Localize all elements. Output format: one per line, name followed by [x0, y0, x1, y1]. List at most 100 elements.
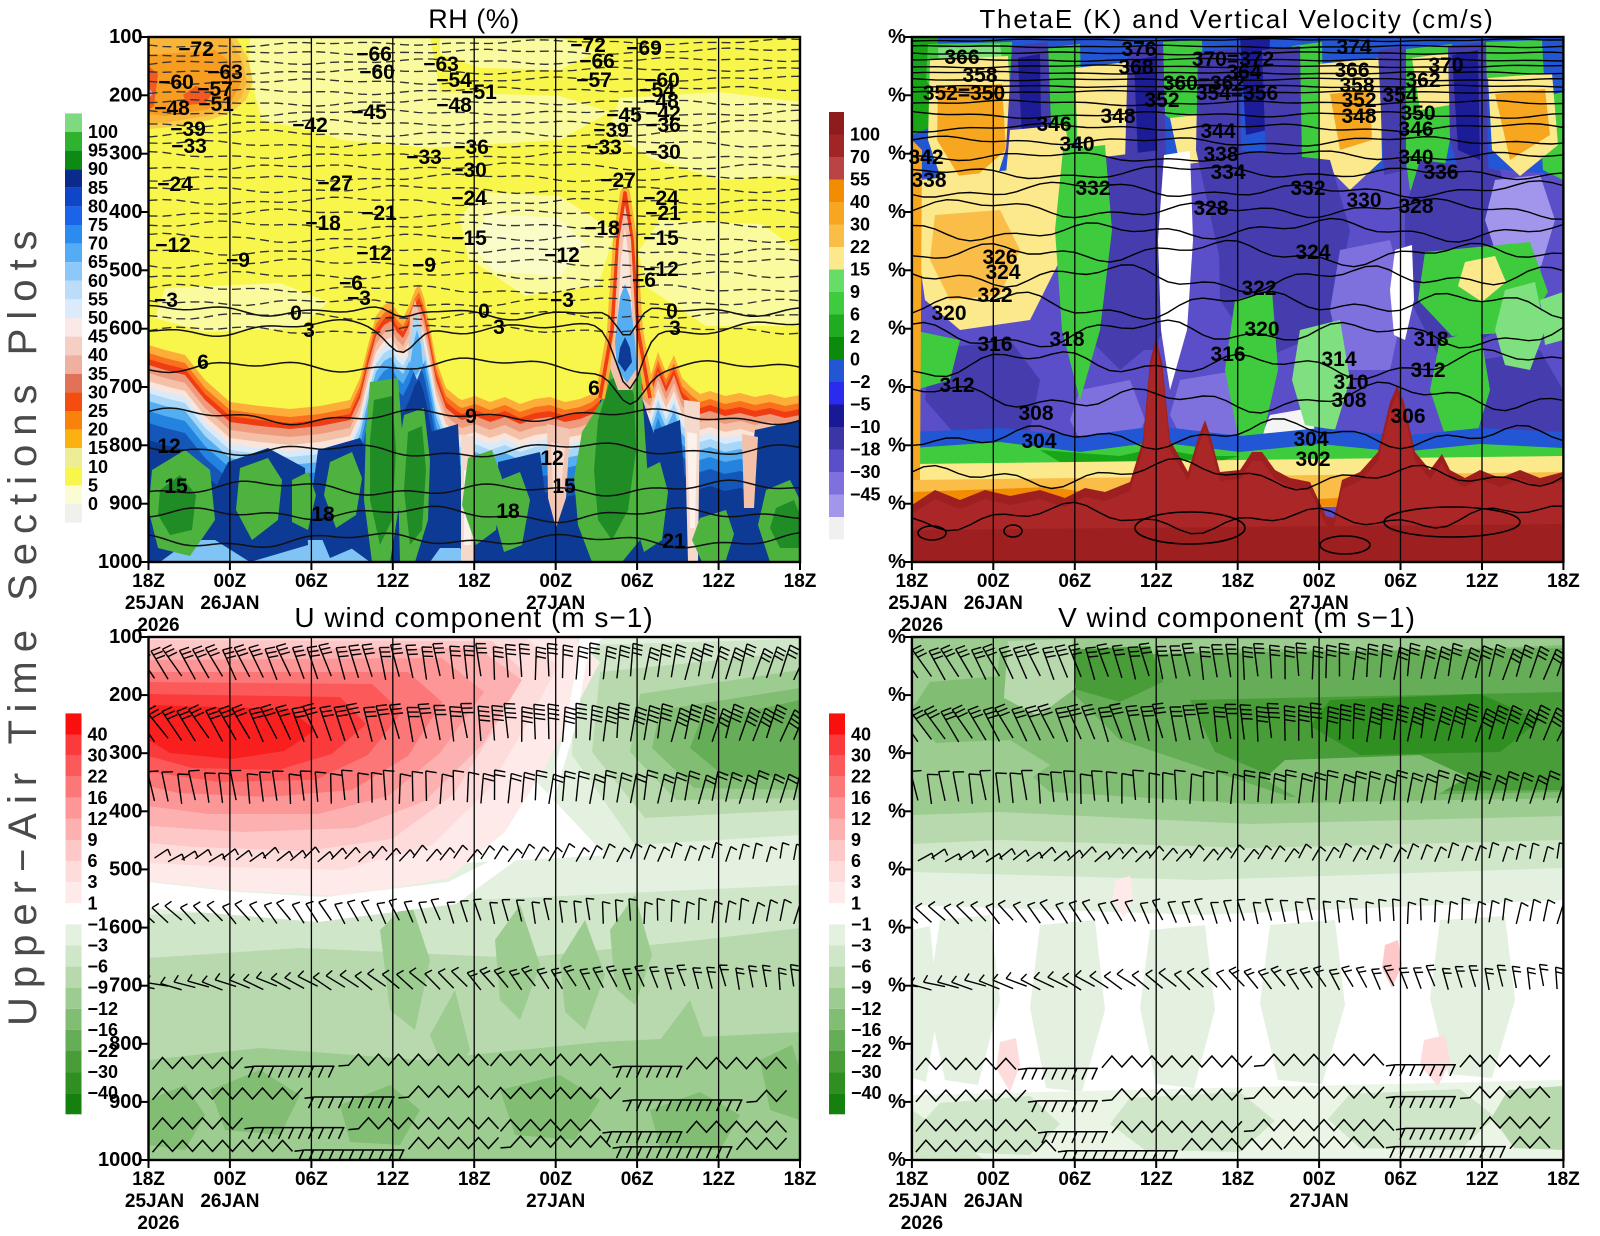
svg-text:3: 3 [851, 872, 861, 892]
svg-text:12: 12 [851, 809, 871, 829]
svg-text:55: 55 [88, 289, 108, 309]
svg-text:80: 80 [88, 196, 108, 216]
svg-text:25: 25 [88, 401, 108, 421]
svg-text:18: 18 [496, 500, 520, 523]
svg-text:22: 22 [850, 237, 870, 257]
svg-text:12Z: 12Z [1140, 1169, 1173, 1190]
svg-text:40: 40 [850, 192, 870, 212]
svg-text:45: 45 [88, 327, 108, 347]
svg-text:−45: −45 [850, 485, 881, 505]
svg-text:−45: −45 [606, 104, 642, 127]
svg-text:12: 12 [157, 435, 180, 458]
svg-text:312: 312 [1410, 359, 1445, 382]
svg-text:27JAN: 27JAN [526, 593, 585, 614]
svg-text:%: % [888, 259, 906, 281]
svg-text:0: 0 [666, 300, 678, 323]
svg-text:302: 302 [1295, 448, 1330, 471]
svg-text:348: 348 [1100, 105, 1135, 128]
svg-text:200: 200 [109, 684, 142, 706]
svg-text:%: % [888, 684, 906, 706]
svg-text:3: 3 [669, 317, 681, 340]
svg-text:27JAN: 27JAN [1290, 593, 1349, 614]
svg-text:85: 85 [88, 178, 108, 198]
svg-text:40: 40 [88, 725, 108, 745]
svg-text:2026: 2026 [137, 1213, 179, 1234]
svg-text:75: 75 [88, 215, 108, 235]
svg-text:−51: −51 [461, 81, 497, 104]
svg-text:2: 2 [850, 327, 860, 347]
svg-text:27JAN: 27JAN [1290, 1191, 1349, 1212]
svg-text:−39: −39 [170, 118, 206, 141]
svg-text:318: 318 [1049, 328, 1084, 351]
svg-text:30: 30 [88, 382, 108, 402]
svg-text:00Z: 00Z [1303, 1169, 1336, 1190]
svg-text:−5: −5 [850, 395, 871, 415]
svg-text:06Z: 06Z [1384, 571, 1417, 592]
svg-text:−10: −10 [850, 417, 881, 437]
svg-text:%: % [888, 742, 906, 764]
svg-text:354=356: 354=356 [1196, 82, 1278, 105]
svg-text:−30: −30 [851, 1062, 882, 1082]
svg-text:−54: −54 [436, 69, 472, 92]
svg-text:12: 12 [540, 447, 563, 470]
svg-text:−24: −24 [451, 187, 487, 210]
svg-text:00Z: 00Z [539, 1169, 572, 1190]
svg-text:−16: −16 [88, 1020, 119, 1040]
svg-text:6: 6 [850, 305, 860, 325]
svg-text:65: 65 [88, 252, 108, 272]
svg-text:70: 70 [850, 147, 870, 167]
svg-text:25JAN: 25JAN [888, 593, 947, 614]
svg-text:−18: −18 [305, 212, 341, 235]
svg-text:12Z: 12Z [376, 571, 409, 592]
svg-text:%: % [888, 26, 906, 48]
svg-text:%: % [888, 1149, 906, 1171]
svg-text:100: 100 [850, 125, 880, 145]
svg-text:16: 16 [851, 788, 871, 808]
svg-text:−21: −21 [361, 202, 397, 225]
svg-text:1: 1 [851, 893, 861, 913]
svg-text:6: 6 [88, 851, 98, 871]
svg-text:−48: −48 [154, 97, 190, 120]
svg-text:−9: −9 [88, 978, 109, 998]
svg-text:70: 70 [88, 234, 108, 254]
svg-text:−42: −42 [645, 102, 681, 125]
svg-text:10: 10 [88, 457, 108, 477]
svg-text:−24: −24 [157, 173, 193, 196]
svg-text:25JAN: 25JAN [125, 1191, 184, 1212]
svg-text:00Z: 00Z [977, 1169, 1010, 1190]
svg-text:6: 6 [588, 377, 600, 400]
svg-text:−3: −3 [154, 289, 178, 312]
svg-text:18Z: 18Z [784, 1169, 817, 1190]
svg-text:334: 334 [1210, 161, 1245, 184]
svg-text:3: 3 [493, 316, 505, 339]
svg-text:%: % [888, 551, 906, 573]
svg-text:352=350: 352=350 [923, 82, 1005, 105]
svg-text:300: 300 [109, 143, 142, 165]
svg-text:%: % [888, 376, 906, 398]
svg-text:−12: −12 [88, 999, 119, 1019]
svg-text:376: 376 [1121, 38, 1156, 61]
svg-text:60: 60 [88, 271, 108, 291]
svg-text:95: 95 [88, 141, 108, 161]
svg-text:06Z: 06Z [1384, 1169, 1417, 1190]
svg-text:300: 300 [109, 742, 142, 764]
svg-text:−22: −22 [851, 1041, 882, 1061]
svg-text:304: 304 [1021, 430, 1056, 453]
svg-text:06Z: 06Z [1058, 571, 1091, 592]
svg-text:−21: −21 [645, 202, 681, 225]
svg-text:346: 346 [1398, 118, 1433, 141]
svg-text:316: 316 [977, 333, 1012, 356]
svg-text:−30: −30 [451, 159, 487, 182]
svg-text:350: 350 [1400, 102, 1435, 125]
svg-text:308: 308 [1018, 402, 1053, 425]
svg-text:%: % [888, 143, 906, 165]
svg-text:−6: −6 [339, 272, 363, 295]
svg-text:−60: −60 [644, 69, 680, 92]
svg-text:900: 900 [109, 493, 142, 515]
svg-text:320: 320 [931, 302, 966, 325]
svg-text:100: 100 [109, 626, 142, 648]
svg-text:18Z: 18Z [896, 1169, 929, 1190]
svg-text:324: 324 [1295, 241, 1330, 264]
svg-text:330: 330 [1346, 189, 1381, 212]
svg-text:306: 306 [1390, 405, 1425, 428]
